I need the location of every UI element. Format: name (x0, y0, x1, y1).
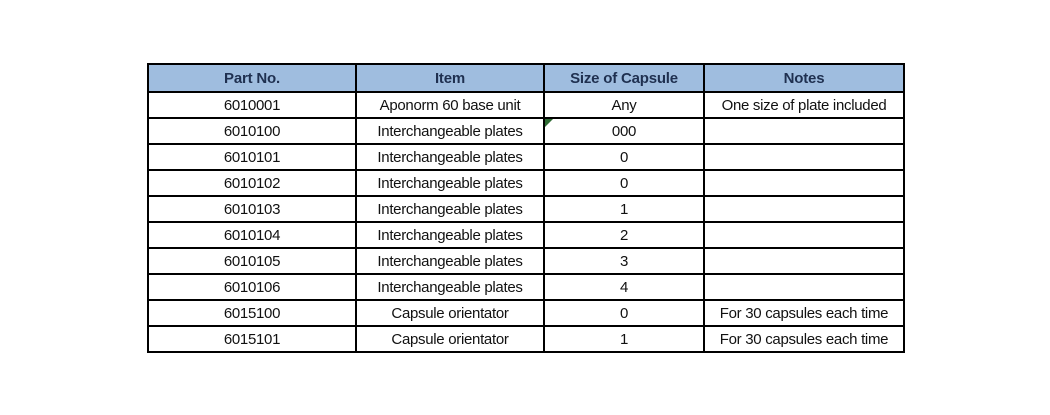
cell-notes[interactable] (703, 143, 905, 171)
cell-part-no[interactable]: 6010104 (147, 221, 357, 249)
table-row: 6010103 Interchangeable plates 1 (147, 195, 905, 223)
cell-item[interactable]: Interchangeable plates (355, 247, 545, 275)
cell-size[interactable]: 3 (543, 247, 705, 275)
cell-notes[interactable] (703, 221, 905, 249)
table-row: 6010102 Interchangeable plates 0 (147, 169, 905, 197)
cell-size-value: 0 (619, 304, 629, 322)
cell-part-no[interactable]: 6010100 (147, 117, 357, 145)
cell-size-value: 3 (619, 252, 629, 270)
cell-notes[interactable] (703, 195, 905, 223)
cell-size-value: 000 (611, 122, 637, 140)
cell-size-value: 1 (619, 200, 629, 218)
table-row: 6010105 Interchangeable plates 3 (147, 247, 905, 275)
cell-part-no[interactable]: 6015101 (147, 325, 357, 353)
cell-part-no[interactable]: 6010105 (147, 247, 357, 275)
cell-size-value: 2 (619, 226, 629, 244)
cell-item[interactable]: Aponorm 60 base unit (355, 91, 545, 119)
cell-size[interactable]: 0 (543, 143, 705, 171)
number-stored-as-text-triangle-icon (546, 120, 553, 127)
cell-item[interactable]: Interchangeable plates (355, 195, 545, 223)
cell-part-no[interactable]: 6010103 (147, 195, 357, 223)
cell-part-no[interactable]: 6010102 (147, 169, 357, 197)
cell-notes[interactable] (703, 117, 905, 145)
cell-size-value: 1 (619, 330, 629, 348)
cell-item[interactable]: Interchangeable plates (355, 117, 545, 145)
cell-size[interactable]: 0 (543, 299, 705, 327)
table-row: 6010104 Interchangeable plates 2 (147, 221, 905, 249)
cell-size-value: Any (611, 96, 637, 114)
table-row: 6010100 Interchangeable plates 000 (147, 117, 905, 145)
table-row: 6015101 Capsule orientator 1 For 30 caps… (147, 325, 905, 353)
cell-notes[interactable]: For 30 capsules each time (703, 325, 905, 353)
cell-item[interactable]: Interchangeable plates (355, 273, 545, 301)
col-header-part-no[interactable]: Part No. (147, 63, 357, 93)
parts-table: Part No. Item Size of Capsule Notes 6010… (147, 63, 905, 353)
cell-part-no[interactable]: 6010106 (147, 273, 357, 301)
cell-size[interactable]: 2 (543, 221, 705, 249)
cell-size-value: 0 (619, 148, 629, 166)
cell-size[interactable]: 4 (543, 273, 705, 301)
cell-notes[interactable] (703, 169, 905, 197)
cell-size[interactable]: Any (543, 91, 705, 119)
cell-size[interactable]: 000 (543, 117, 705, 145)
col-header-item[interactable]: Item (355, 63, 545, 93)
cell-size[interactable]: 0 (543, 169, 705, 197)
cell-part-no[interactable]: 6010101 (147, 143, 357, 171)
table-body: 6010001 Aponorm 60 base unit Any One siz… (147, 91, 905, 353)
cell-part-no[interactable]: 6010001 (147, 91, 357, 119)
cell-item[interactable]: Capsule orientator (355, 299, 545, 327)
col-header-notes[interactable]: Notes (703, 63, 905, 93)
cell-item[interactable]: Interchangeable plates (355, 221, 545, 249)
table-row: 6010106 Interchangeable plates 4 (147, 273, 905, 301)
cell-notes[interactable]: One size of plate included (703, 91, 905, 119)
col-header-size-of-capsule[interactable]: Size of Capsule (543, 63, 705, 93)
cell-notes[interactable] (703, 247, 905, 275)
cell-notes[interactable]: For 30 capsules each time (703, 299, 905, 327)
cell-size[interactable]: 1 (543, 195, 705, 223)
cell-size-value: 4 (619, 278, 629, 296)
cell-item[interactable]: Interchangeable plates (355, 169, 545, 197)
table-row: 6010101 Interchangeable plates 0 (147, 143, 905, 171)
table-row: 6010001 Aponorm 60 base unit Any One siz… (147, 91, 905, 119)
cell-part-no[interactable]: 6015100 (147, 299, 357, 327)
cell-item[interactable]: Interchangeable plates (355, 143, 545, 171)
cell-notes[interactable] (703, 273, 905, 301)
cell-item[interactable]: Capsule orientator (355, 325, 545, 353)
header-row: Part No. Item Size of Capsule Notes (147, 63, 905, 93)
cell-size-value: 0 (619, 174, 629, 192)
table-row: 6015100 Capsule orientator 0 For 30 caps… (147, 299, 905, 327)
cell-size[interactable]: 1 (543, 325, 705, 353)
